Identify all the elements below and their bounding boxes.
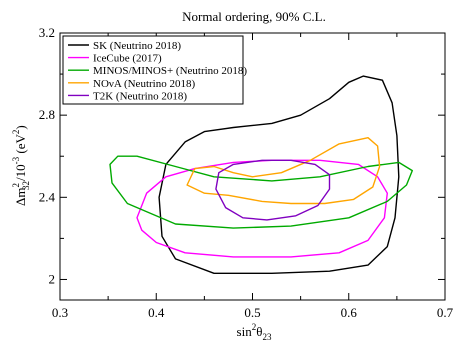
legend-box: [62, 35, 244, 105]
series-contour-4: [215, 159, 331, 221]
y-tick-label: 2.4: [39, 189, 56, 204]
chart-title: Normal ordering, 90% C.L.: [182, 9, 326, 24]
legend-entry-2: MINOS/MINOS+ (Neutrino 2018): [93, 65, 247, 77]
x-tick-label: 0.5: [244, 305, 260, 320]
x-tick-label: 0.4: [148, 305, 165, 320]
y-tick-label: 2.8: [39, 107, 55, 122]
x-tick-label: 0.7: [437, 305, 454, 320]
legend-entry-4: T2K (Neutrino 2018): [93, 90, 187, 102]
series-contour-2: [109, 155, 413, 229]
legend: SK (Neutrino 2018)IceCube (2017)MINOS/MI…: [62, 35, 247, 105]
y-tick-label: 2: [49, 271, 56, 286]
x-axis-label: sin2θ23: [237, 322, 272, 342]
y-axis-label: Δm232/10-3 (eV2): [11, 125, 31, 206]
series-contour-0: [158, 75, 400, 274]
x-tick-label: 0.3: [52, 305, 68, 320]
legend-entry-3: NOνA (Neutrino 2018): [93, 78, 195, 90]
y-tick-label: 3.2: [39, 25, 55, 40]
series-contour-3: [186, 137, 381, 205]
x-tick-label: 0.6: [341, 305, 358, 320]
legend-entry-1: IceCube (2017): [93, 53, 162, 65]
legend-entry-0: SK (Neutrino 2018): [93, 40, 181, 52]
